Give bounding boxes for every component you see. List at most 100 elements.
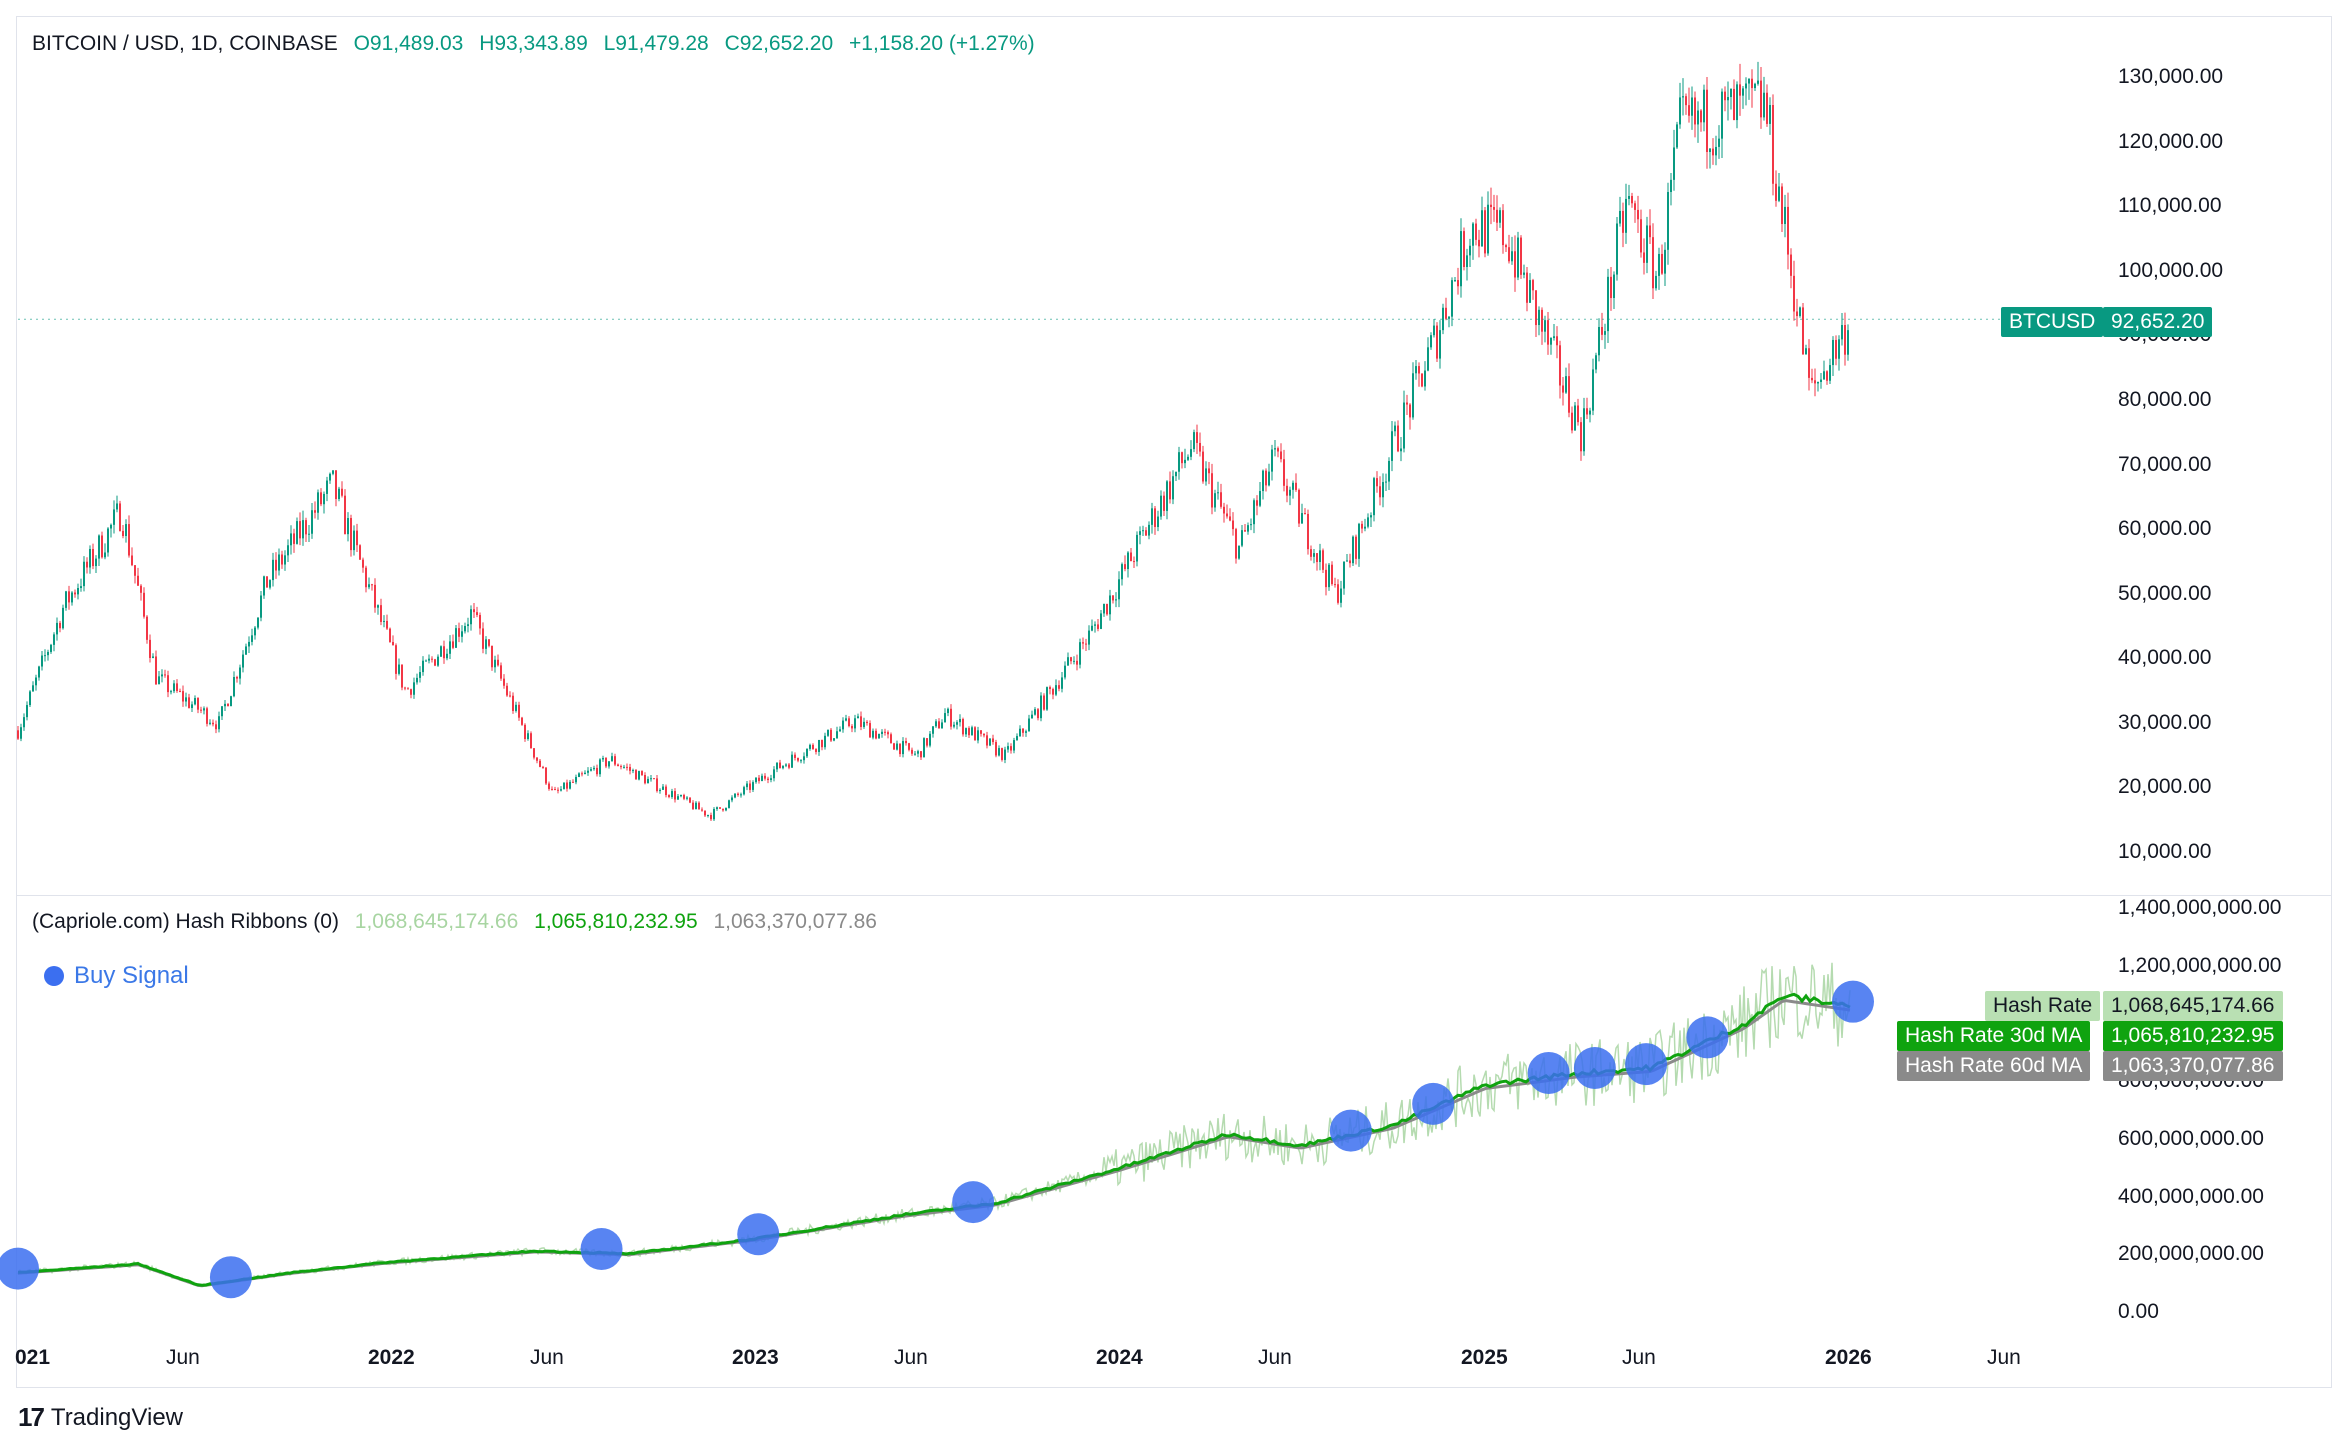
price-axis-tick: 70,000.00 — [2118, 452, 2212, 476]
candle-body — [548, 783, 550, 789]
candle-body — [1481, 210, 1483, 247]
candle-body — [1490, 204, 1492, 208]
candle-body — [572, 781, 574, 783]
candle-body — [650, 778, 652, 780]
candle-body — [170, 691, 172, 693]
candle-body — [908, 743, 910, 750]
candle-body — [1124, 564, 1126, 570]
candle-body — [287, 545, 289, 556]
candle-body — [104, 552, 106, 558]
candle-body — [440, 646, 442, 657]
candle-body — [1493, 207, 1495, 210]
candle-body — [1814, 380, 1816, 384]
candle-body — [884, 731, 886, 733]
candle-body — [116, 503, 118, 510]
candle-body — [1049, 687, 1051, 689]
candle-body — [1487, 204, 1489, 254]
indicator-title[interactable]: (Capriole.com) Hash Ribbons (0) — [32, 910, 339, 933]
candle-body — [890, 734, 892, 744]
candle-body — [902, 741, 904, 755]
candle-body — [248, 641, 250, 647]
candle-body — [1763, 92, 1765, 118]
candle-body — [1043, 695, 1045, 710]
candle-body — [1622, 210, 1624, 233]
candle-body — [371, 584, 373, 586]
candle-body — [1565, 376, 1567, 393]
candle-body — [494, 659, 496, 668]
candle-body — [1523, 272, 1525, 275]
candle-body — [173, 683, 175, 692]
candle-body — [836, 731, 838, 739]
candle-body — [1244, 530, 1246, 532]
candle-body — [1820, 379, 1822, 383]
candle-body — [1535, 290, 1537, 326]
candle-body — [569, 781, 571, 789]
candle-body — [476, 612, 478, 615]
candle-body — [374, 584, 376, 608]
candle-body — [710, 814, 712, 820]
candle-body — [881, 731, 883, 735]
price-axis-tick: 40,000.00 — [2118, 646, 2212, 670]
candle-body — [410, 689, 412, 695]
candle-body — [1829, 365, 1831, 381]
candle-body — [1271, 449, 1273, 472]
candle-body — [38, 666, 40, 678]
time-axis-tick: 2026 — [1825, 1346, 1872, 1369]
hash-axis-tick: 400,000,000.00 — [2118, 1184, 2264, 1208]
candle-body — [1706, 89, 1708, 152]
candle-body — [632, 770, 634, 772]
candle-body — [1475, 223, 1477, 240]
candle-body — [143, 592, 145, 617]
tradingview-logo[interactable]: 17 TradingView — [18, 1402, 183, 1433]
candle-body — [1115, 599, 1117, 601]
buy-signal-dot-icon — [44, 966, 64, 986]
candle-body — [1751, 78, 1753, 89]
candle-body — [128, 524, 130, 556]
candle-body — [1319, 550, 1321, 563]
symbol-title[interactable]: BITCOIN / USD, 1D, COINBASE — [32, 32, 338, 55]
price-axis-tick: 20,000.00 — [2118, 775, 2212, 799]
candle-body — [545, 767, 547, 784]
candle-body — [1529, 280, 1531, 303]
candle-body — [767, 778, 769, 780]
candle-body — [926, 738, 928, 746]
candle-body — [119, 503, 121, 531]
candle-body — [1526, 272, 1528, 303]
candle-body — [1673, 147, 1675, 180]
candle-body — [1346, 560, 1348, 562]
candle-body — [1796, 311, 1798, 317]
candle-body — [1520, 237, 1522, 275]
candle-body — [1022, 728, 1024, 733]
candle-body — [1091, 625, 1093, 631]
candle-body — [1130, 552, 1132, 562]
pane-divider[interactable] — [17, 895, 2331, 896]
buy-signal-marker — [0, 1247, 39, 1290]
candle-body — [1196, 432, 1198, 443]
candle-body — [1550, 338, 1552, 345]
ma30-tag-name: Hash Rate 30d MA — [1897, 1021, 2091, 1051]
candle-body — [383, 620, 385, 622]
time-axis-tick: Jun — [1622, 1346, 1656, 1369]
candle-body — [329, 473, 331, 481]
candle-body — [998, 748, 1000, 756]
candle-body — [1349, 560, 1351, 564]
candle-body — [743, 787, 745, 795]
candle-body — [455, 628, 457, 648]
candle-body — [968, 728, 970, 736]
candle-body — [1232, 520, 1234, 530]
candle-body — [929, 733, 931, 746]
candle-body — [596, 767, 598, 775]
candle-body — [1664, 249, 1666, 274]
candle-body — [725, 807, 727, 811]
candle-body — [110, 524, 112, 529]
candle-body — [1427, 347, 1429, 371]
candle-body — [314, 510, 316, 513]
hash-rate-line — [17, 962, 1851, 1288]
candle-body — [1532, 280, 1534, 291]
candle-body — [641, 771, 643, 776]
candle-body — [56, 622, 58, 635]
candle-body — [1619, 210, 1621, 224]
candle-body — [1010, 746, 1012, 751]
price-axis-tick: 120,000.00 — [2118, 129, 2224, 153]
